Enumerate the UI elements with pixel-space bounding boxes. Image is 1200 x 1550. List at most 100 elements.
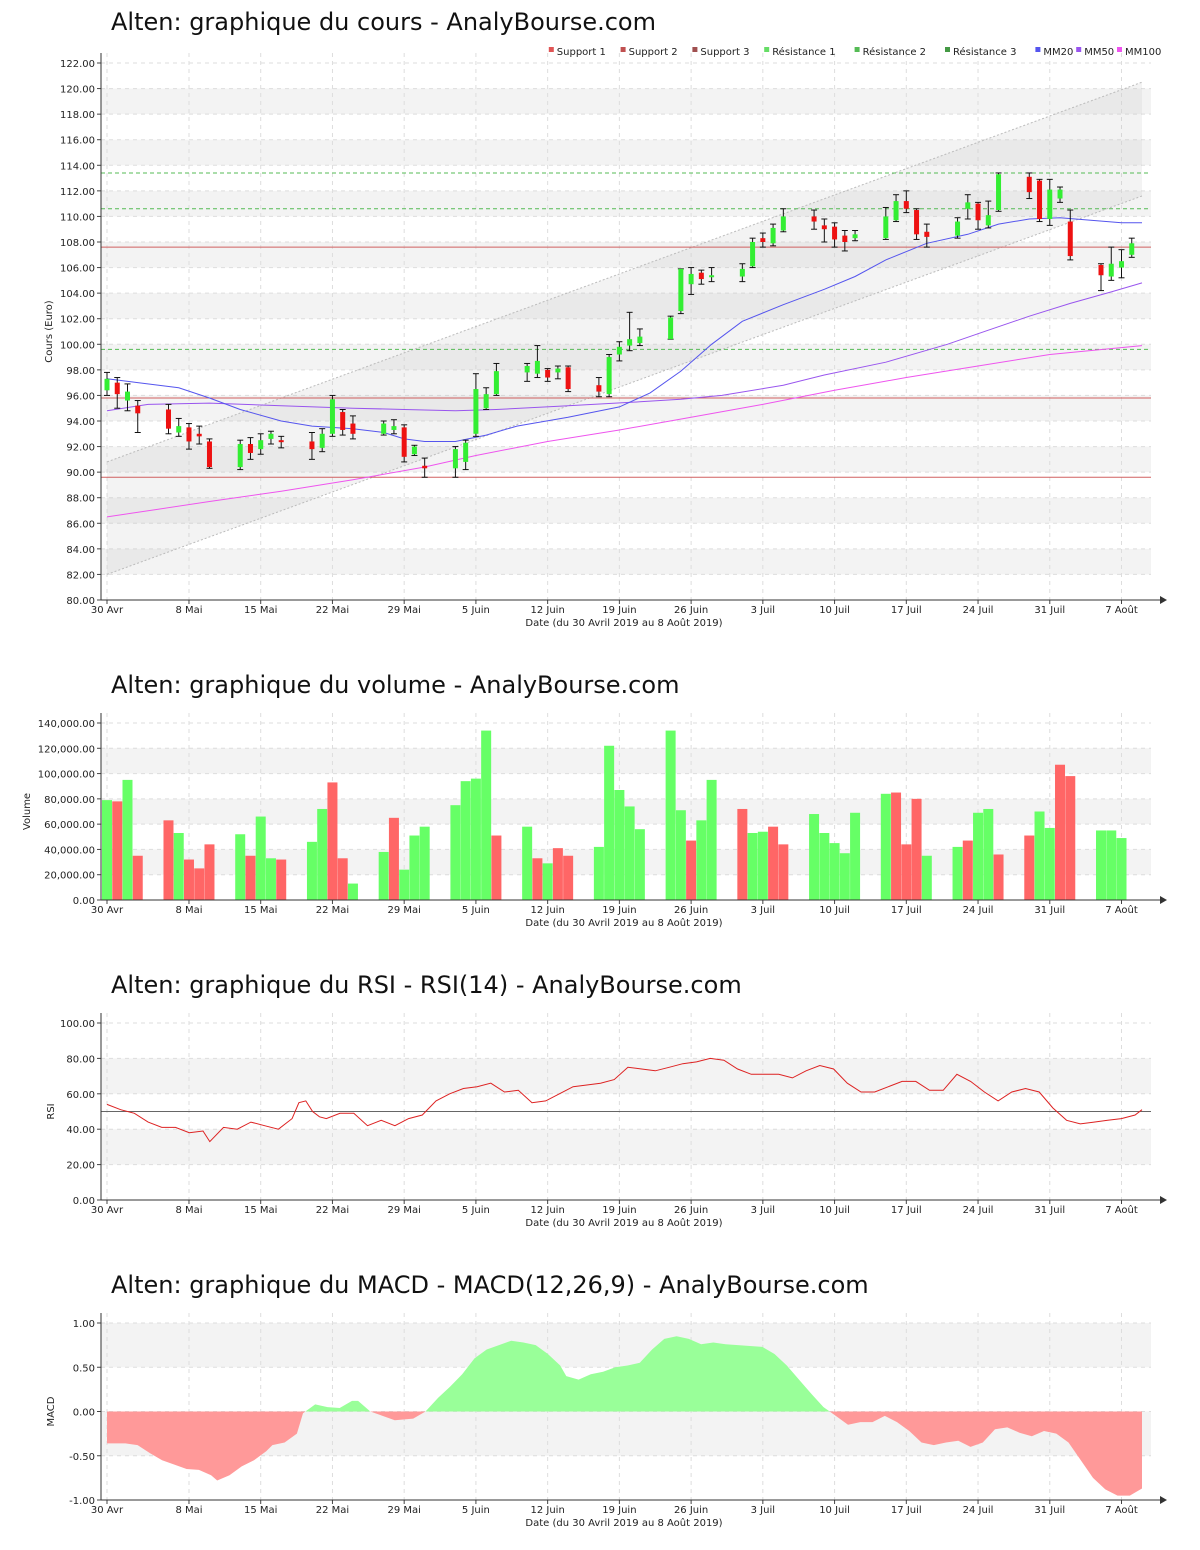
price-ytick-label: 90.00 [66, 468, 95, 479]
macd-xtick-label: 10 Juil [819, 1505, 850, 1516]
price-xtick-label: 17 Juil [891, 605, 922, 616]
candle-down [401, 427, 407, 457]
price-ytick-label: 96.00 [66, 391, 95, 402]
price-ytick-label: 108.00 [60, 238, 95, 249]
legend-swatch [1117, 47, 1122, 52]
price-x-axis-label: Date (du 30 Avril 2019 au 8 Août 2019) [525, 617, 722, 629]
volume-bar-up [973, 812, 984, 900]
candle-down [1067, 221, 1073, 257]
macd-xtick-label: 3 Juil [751, 1505, 775, 1516]
volume-xtick-label: 19 Juin [602, 905, 636, 916]
rsi-xtick-label: 10 Juil [819, 1205, 850, 1216]
price-ytick-label: 122.00 [60, 59, 95, 70]
price-ytick-label: 114.00 [60, 161, 95, 172]
volume-bar-down [962, 840, 973, 900]
legend-label: Résistance 1 [772, 46, 835, 58]
legend-label: Résistance 3 [953, 46, 1016, 58]
volume-bar-down [993, 854, 1004, 900]
candle-up [555, 368, 561, 373]
candle-down [186, 427, 192, 442]
volume-bar-up [757, 831, 768, 900]
price-ytick-label: 120.00 [60, 85, 95, 96]
macd-ytick-label: 1.00 [73, 1319, 95, 1330]
volume-bar-down [112, 801, 123, 900]
macd-xtick-label: 12 Juin [530, 1505, 564, 1516]
rsi-xtick-label: 7 Août [1105, 1204, 1138, 1216]
price-xtick-label: 26 Juin [674, 605, 708, 616]
volume-bar-up [255, 816, 266, 900]
volume-xtick-label: 30 Avr [91, 905, 124, 916]
price-chart-title: Alten: graphique du cours - AnalyBourse.… [111, 8, 656, 36]
price-xtick-label: 10 Juil [819, 605, 850, 616]
volume-xtick-label: 26 Juin [674, 905, 708, 916]
legend-label: MM100 [1125, 47, 1161, 58]
legend-label: Support 2 [629, 47, 678, 58]
candle-down [1098, 265, 1104, 276]
candle-up [1129, 243, 1135, 255]
volume-bar-down [768, 826, 779, 900]
candle-down [135, 405, 141, 414]
candle-up [473, 389, 479, 434]
volume-bar-up [347, 883, 358, 900]
volume-chart-title: Alten: graphique du volume - AnalyBourse… [111, 671, 680, 699]
volume-bar-up [460, 781, 471, 900]
candle-up [104, 378, 110, 391]
volume-bar-up [665, 730, 676, 900]
candle-up [770, 227, 776, 244]
rsi-ytick-label: 80.00 [66, 1054, 95, 1065]
macd-xtick-label: 22 Mai [316, 1505, 349, 1516]
price-ytick-label: 106.00 [60, 264, 95, 275]
volume-bar-down [194, 868, 205, 900]
volume-bar-down [337, 858, 348, 900]
price-grid-band [101, 293, 1151, 319]
volume-xtick-label: 3 Juil [751, 905, 775, 916]
price-y-axis-label: Cours (Euro) [44, 300, 55, 363]
macd-x-axis-arrow [1160, 1496, 1167, 1504]
price-ytick-label: 80.00 [66, 596, 95, 607]
volume-bar-up [419, 826, 430, 900]
volume-xtick-label: 7 Août [1105, 904, 1138, 916]
macd-x-axis-label: Date (du 30 Avril 2019 au 8 Août 2019) [525, 1517, 722, 1529]
volume-bar-up [850, 812, 861, 900]
legend-swatch [1076, 47, 1082, 52]
rsi-xtick-label: 5 Juin [462, 1205, 490, 1216]
volume-bar-down [1055, 764, 1066, 900]
rsi-x-axis-arrow [1160, 1196, 1167, 1204]
trend-channel-band [107, 82, 1142, 575]
volume-bar-up [102, 800, 112, 900]
volume-ytick-label: 100,000.00 [38, 770, 95, 781]
candle-up [606, 357, 612, 395]
candle-up [852, 234, 858, 239]
price-xtick-label: 12 Juin [530, 605, 564, 616]
price-xtick-label: 3 Juil [751, 605, 775, 616]
macd-area-positive [425, 1336, 830, 1412]
volume-bar-up [809, 814, 820, 900]
rsi-ytick-label: 20.00 [66, 1161, 95, 1172]
volume-bar-up [470, 778, 481, 900]
candle-up [493, 371, 499, 395]
volume-bar-up [1096, 830, 1107, 900]
candle-down [903, 201, 909, 209]
candle-up [883, 216, 889, 239]
rsi-ytick-label: 40.00 [66, 1125, 95, 1136]
rsi-xtick-label: 12 Juin [530, 1205, 564, 1216]
volume-xtick-label: 29 Mai [387, 905, 420, 916]
volume-bar-down [327, 782, 338, 900]
volume-bar-up [696, 820, 707, 900]
rsi-xtick-label: 31 Juil [1034, 1205, 1065, 1216]
macd-xtick-label: 5 Juin [462, 1505, 490, 1516]
candle-up [955, 221, 961, 236]
candle-up [996, 174, 1002, 211]
macd-xtick-label: 19 Juin [602, 1505, 636, 1516]
candle-down [914, 210, 920, 235]
volume-xtick-label: 5 Juin [462, 905, 490, 916]
mm100-line [106, 345, 1143, 518]
volume-bar-up [952, 846, 963, 900]
price-ytick-label: 82.00 [66, 570, 95, 581]
rsi-xtick-label: 19 Juin [602, 1205, 636, 1216]
legend-label: Support 1 [557, 47, 606, 58]
candle-down [206, 441, 212, 468]
price-xtick-label: 31 Juil [1034, 605, 1065, 616]
price-grid-band [101, 88, 1151, 115]
candle-up [616, 346, 622, 355]
